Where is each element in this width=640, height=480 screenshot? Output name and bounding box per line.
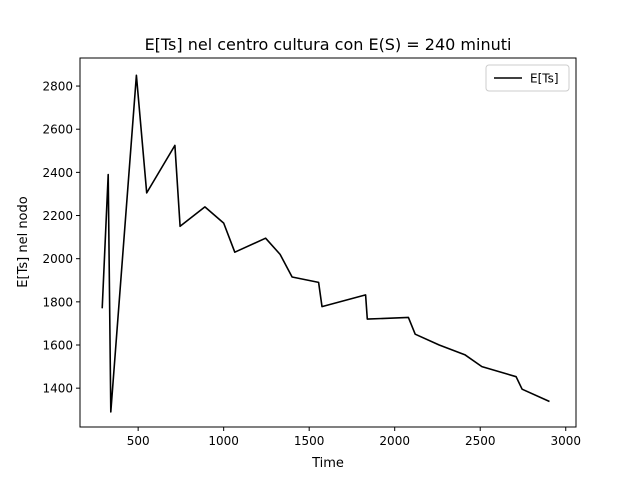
chart-title: E[Ts] nel centro cultura con E(S) = 240 … [145,35,512,54]
axes: 500 1000 1500 2000 2500 3000 1400 1600 1800 2000 2… [42,57,581,448]
x-tick-label: 500 [127,434,150,448]
legend: E[Ts] [485,64,570,92]
y-tick-label: 1600 [42,339,73,353]
y-tick-label: 2400 [42,166,73,180]
x-axis-label: Time [311,456,344,471]
series-line-0 [101,74,550,413]
legend-label: E[Ts] [530,72,559,86]
plot-area [101,74,550,413]
x-tick-label: 1500 [294,434,325,448]
y-tick-label: 2600 [42,123,73,137]
y-tick-label: 2800 [42,80,73,94]
x-tick-label: 2000 [379,434,410,448]
y-tick-label: 2000 [42,252,73,266]
legend-box [485,64,570,92]
y-tick-label: 1400 [42,382,73,396]
x-tick-label: 2500 [465,434,496,448]
x-tick-label: 3000 [550,434,581,448]
y-tick-label: 2200 [42,209,73,223]
plot-frame [79,57,577,428]
y-tick-label: 1800 [42,295,73,309]
x-tick-label: 1000 [208,434,239,448]
y-axis-label: E[Ts] nel nodo [16,196,31,287]
